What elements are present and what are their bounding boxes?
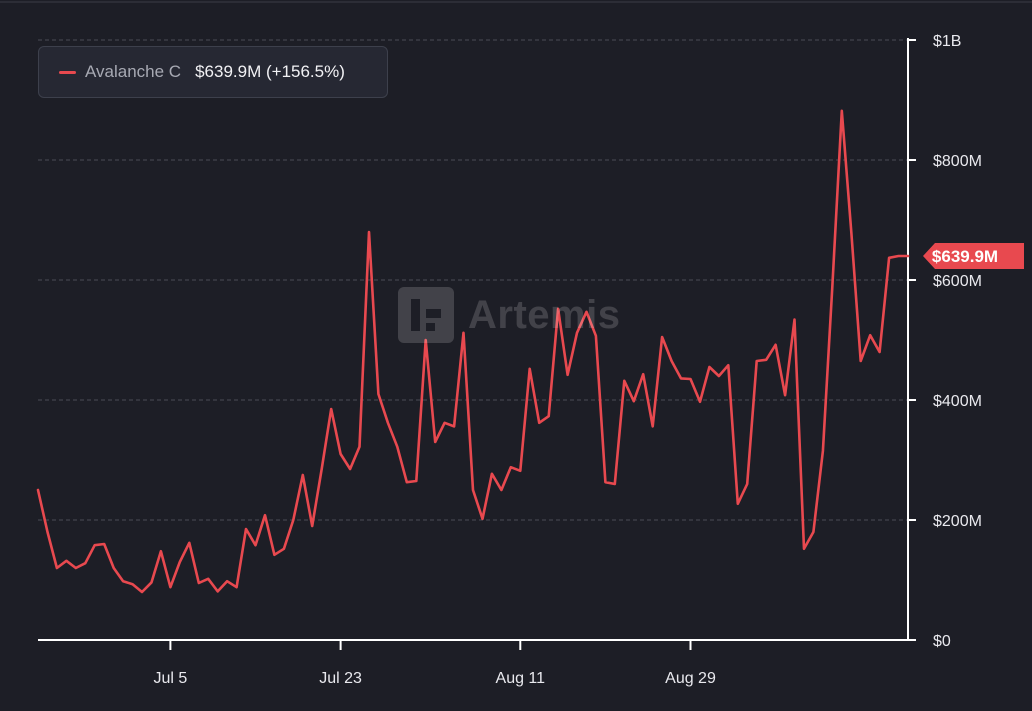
series-layer	[36, 109, 910, 594]
x-tick-label: Jul 5	[153, 670, 187, 687]
watermark-text: Artemis	[468, 292, 621, 337]
series-line-avalanche-c	[36, 109, 910, 594]
legend-series-value: $639.9M (+156.5%)	[195, 62, 345, 81]
y-tick-label: $800M	[933, 153, 982, 170]
x-tick-label: Aug 11	[496, 670, 546, 687]
y-tick-label: $200M	[933, 513, 982, 530]
artemis-logo-icon	[398, 287, 454, 343]
watermark: Artemis	[398, 287, 620, 343]
x-tick-label: Jul 23	[319, 670, 362, 687]
y-tick-label: $0	[933, 633, 951, 650]
axes	[38, 38, 916, 650]
legend-swatch	[59, 70, 76, 74]
gridlines	[0, 1, 1032, 521]
labels: $0 $200M $400M $600M $800M $1B Jul 5 Jul 23 Aug …	[153, 33, 1024, 687]
legend[interactable]: Avalanche C $639.9M (+156.5%)	[38, 46, 388, 98]
y-tick-label: $600M	[933, 273, 982, 290]
current-value-label: $639.9M	[932, 247, 998, 266]
legend-series-name: Avalanche C	[85, 62, 182, 81]
x-tick-label: Aug 29	[665, 670, 716, 687]
current-value-tag	[923, 243, 1024, 269]
y-tick-label: $1B	[933, 33, 961, 50]
y-tick-label: $400M	[933, 393, 982, 410]
